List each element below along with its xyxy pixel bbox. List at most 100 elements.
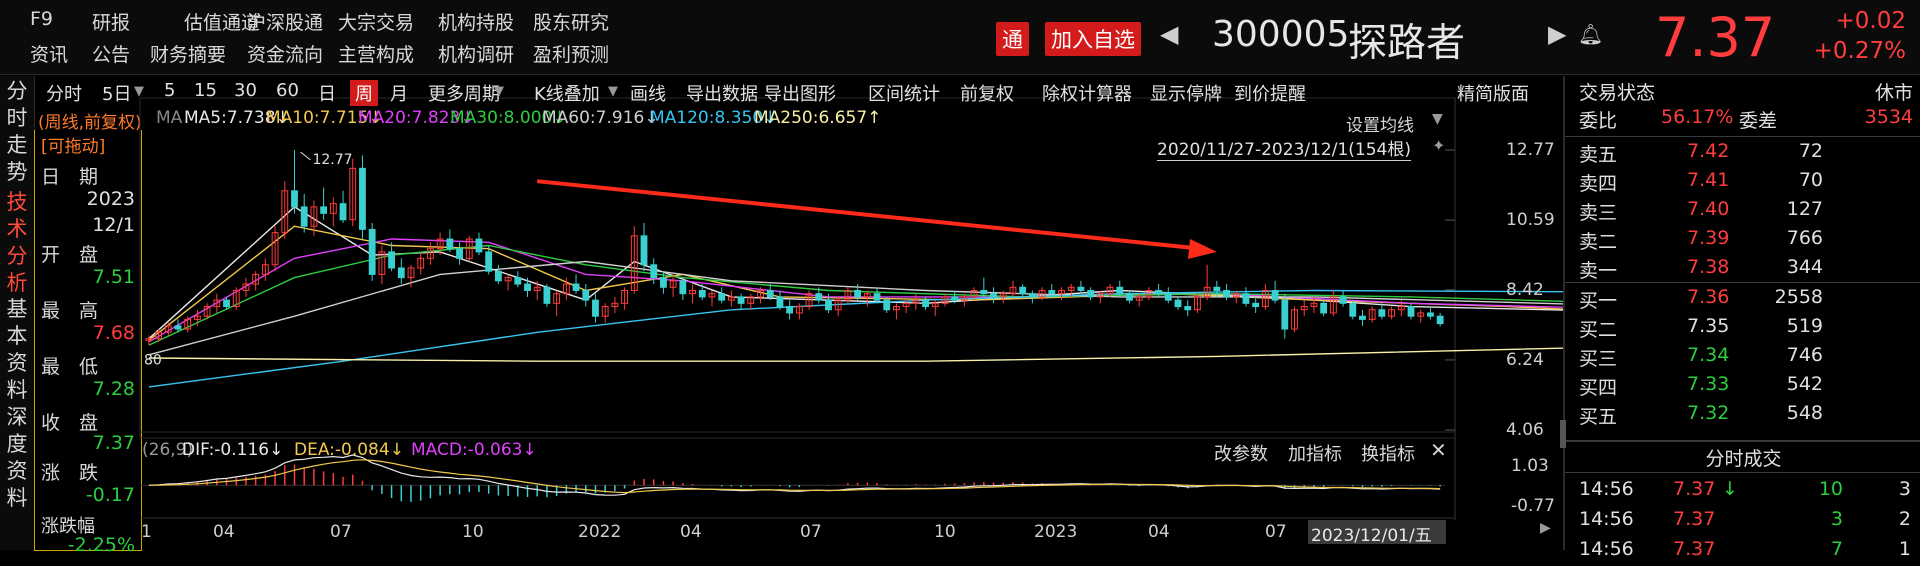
candle-body	[271, 232, 279, 266]
draggable-label[interactable]: [可拖动]	[41, 137, 106, 157]
nav-item-0[interactable]: F9	[30, 8, 54, 30]
candle-body	[980, 289, 988, 295]
toolbar-item-5[interactable]: 60	[276, 80, 299, 101]
bid-label: 买四	[1579, 377, 1618, 399]
candle-body	[679, 280, 687, 295]
candle-body	[931, 302, 939, 308]
ask-price: 7.42	[1687, 140, 1730, 162]
toolbar-item-12[interactable]: 导出数据	[686, 84, 758, 105]
x-axis-label: 10	[934, 522, 956, 542]
candle-body	[922, 299, 929, 308]
change-params-button[interactable]: 改参数	[1214, 444, 1268, 465]
ticks-title: 分时成交	[1705, 448, 1782, 470]
candle-body	[494, 270, 502, 282]
left-tab-0[interactable]: 分时走势	[6, 79, 28, 184]
prev-stock-icon[interactable]: ◀	[1160, 20, 1179, 48]
candle-body	[601, 306, 609, 317]
nav-item-2[interactable]: 估值通道	[184, 12, 261, 34]
nav-item2-3[interactable]: 资金流向	[247, 44, 324, 66]
bid-price: 7.33	[1687, 373, 1730, 395]
panel-splitter-handle[interactable]	[1560, 420, 1566, 448]
add-watchlist-button[interactable]: 加入自选	[1045, 22, 1141, 56]
candle-body	[407, 267, 415, 279]
nav-item2-0[interactable]: 资讯	[30, 44, 69, 66]
close-indicator-icon[interactable]: ✕	[1430, 438, 1447, 462]
tong-button[interactable]: 通	[996, 22, 1029, 56]
next-stock-icon[interactable]: ▶	[1548, 20, 1567, 48]
toolbar-item-14[interactable]: 区间统计	[868, 84, 940, 105]
nav-item2-2[interactable]: 财务摘要	[150, 44, 227, 66]
ask-label: 卖二	[1579, 231, 1618, 253]
toolbar-item-11[interactable]: 画线	[630, 84, 666, 105]
toolbar-item-18[interactable]: 到价提醒	[1234, 84, 1306, 105]
kline-chart[interactable]: 12.77 80	[0, 0, 1920, 550]
toolbar-item-6[interactable]: 日	[318, 84, 336, 105]
pin-icon[interactable]: ✦	[1432, 136, 1446, 155]
macd-params: (26,9)	[142, 440, 194, 460]
add-indicator-button[interactable]: 加指标	[1288, 444, 1342, 465]
candle-body	[1203, 286, 1211, 298]
ask-price: 7.40	[1687, 198, 1730, 220]
toolbar-item-7[interactable]: 周	[350, 80, 378, 106]
scroll-right-icon[interactable]: ▶	[1540, 520, 1551, 536]
toolbar-item-4[interactable]: 30	[234, 80, 257, 101]
candle-body	[1184, 306, 1192, 311]
candle-body	[825, 299, 832, 311]
tick-row: 14:56 7.37 7 1	[1579, 538, 1913, 566]
tick-count: 2	[1898, 508, 1911, 530]
nav-item-5[interactable]: 机构持股	[438, 12, 515, 34]
ask-price: 7.41	[1687, 169, 1730, 191]
set-ma-dropdown-icon[interactable]: ▼	[1432, 111, 1443, 127]
toolbar-item-9[interactable]: 更多周期	[428, 84, 500, 105]
nav-item-6[interactable]: 股东研究	[533, 12, 610, 34]
nav-item-1[interactable]: 研报	[92, 12, 131, 34]
tick-price: 7.37	[1673, 538, 1716, 560]
candle-body	[1242, 293, 1250, 304]
nav-item2-6[interactable]: 盈利预测	[533, 44, 610, 66]
bid-volume: 519	[1786, 315, 1823, 337]
stock-name: 探路者	[1348, 21, 1466, 66]
bell-icon[interactable]: 🔔︎	[1578, 22, 1604, 46]
switch-indicator-button[interactable]: 换指标	[1361, 444, 1415, 465]
nav-item-3[interactable]: 沪深股通	[247, 12, 324, 34]
set-ma-button[interactable]: 设置均线	[1346, 116, 1414, 136]
toolbar-item-2[interactable]: 5	[164, 80, 176, 101]
toolbar-dropdown-icon-1[interactable]: ▼	[494, 84, 504, 99]
candle-body	[941, 296, 949, 304]
ma-item-5: MA120:8.350↓	[650, 108, 778, 128]
nav-item2-5[interactable]: 机构调研	[438, 44, 515, 66]
left-tab-1[interactable]: 技术分析	[6, 190, 28, 295]
tick-count: 3	[1898, 478, 1911, 500]
candle-body	[689, 289, 696, 295]
toolbar-item-1[interactable]: 5日	[102, 84, 132, 105]
toolbar-item-16[interactable]: 除权计算器	[1042, 84, 1132, 105]
toolbar-item-17[interactable]: 显示停牌	[1150, 84, 1222, 105]
tick-time: 14:56	[1579, 478, 1634, 500]
toolbar-item-8[interactable]: 月	[390, 84, 408, 105]
nav-item2-1[interactable]: 公告	[92, 44, 131, 66]
toolbar-item-10[interactable]: K线叠加	[534, 84, 600, 105]
x-cursor-label: 2023/12/01/五	[1311, 526, 1432, 546]
candle-body	[562, 283, 570, 295]
toolbar-item-3[interactable]: 15	[194, 80, 217, 101]
left-tab-3[interactable]: 深度资料	[6, 405, 28, 510]
toolbar-item-13[interactable]: 导出图形	[764, 84, 836, 105]
candle-body	[844, 289, 852, 301]
simplify-layout-button[interactable]: 精简版面	[1457, 84, 1529, 105]
toolbar-item-0[interactable]: 分时	[46, 84, 82, 105]
macd-axis-label: 1.03	[1511, 456, 1549, 476]
x-axis-label: 2023	[1034, 522, 1078, 542]
candle-body	[592, 299, 599, 317]
nav-item-4[interactable]: 大宗交易	[338, 12, 415, 34]
candle-body	[708, 293, 716, 298]
left-tab-2[interactable]: 基本资料	[6, 297, 28, 402]
tick-volume: 7	[1830, 538, 1843, 560]
toolbar-item-15[interactable]: 前复权	[960, 84, 1014, 105]
tick-volume: 10	[1818, 478, 1843, 500]
toolbar-dropdown-icon-2[interactable]: ▼	[608, 84, 618, 99]
candle-body	[873, 293, 881, 301]
toolbar-dropdown-icon-0[interactable]: ▼	[134, 84, 144, 99]
candle-body	[863, 293, 871, 298]
date-range-label[interactable]: 2020/11/27-2023/12/1(154根)	[1157, 135, 1411, 161]
nav-item2-4[interactable]: 主营构成	[338, 44, 415, 66]
